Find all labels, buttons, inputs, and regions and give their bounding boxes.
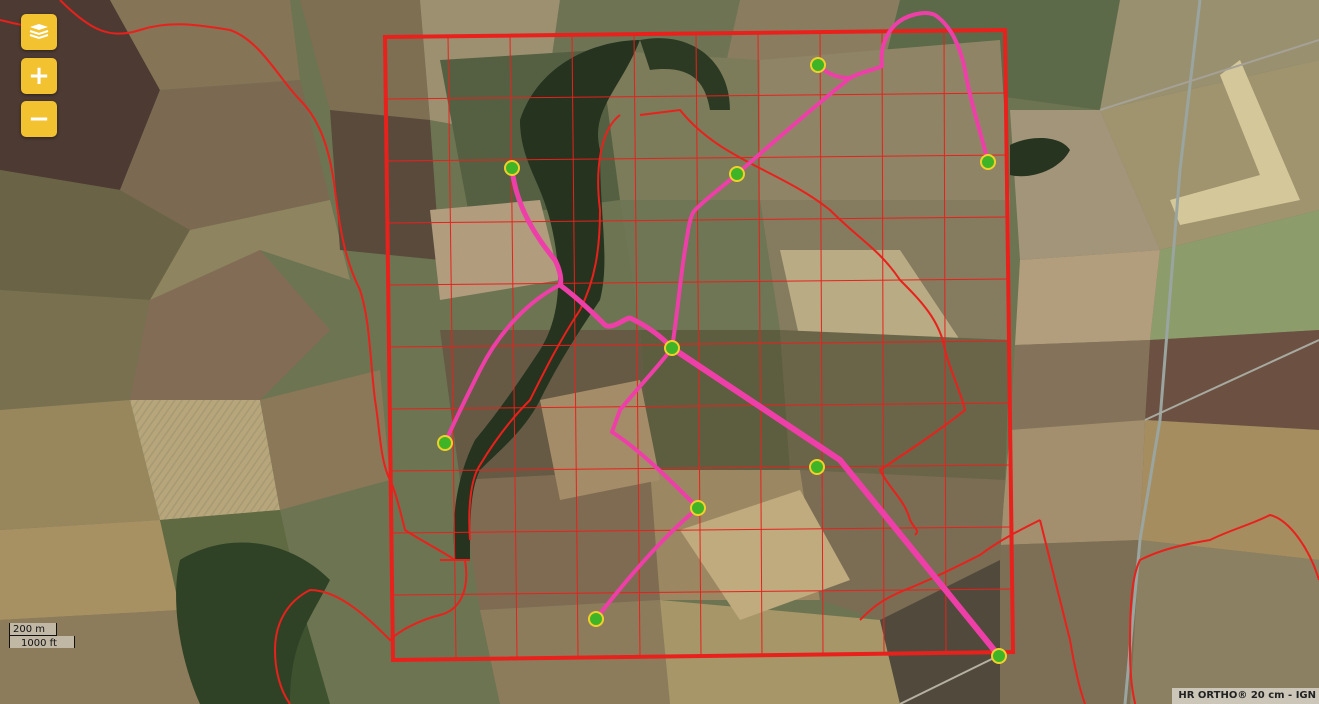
station-marker (991, 648, 1007, 664)
zoom-in-button[interactable]: + (21, 58, 57, 94)
forest-patches (176, 38, 1070, 704)
pipeline-network[interactable] (443, 11, 1002, 659)
station-marker (664, 340, 680, 356)
scale-bar-metric (9, 623, 57, 636)
layers-button[interactable] (21, 14, 57, 50)
scale-label-metric: 200 m (13, 624, 46, 635)
station-marker (437, 435, 453, 451)
station-marker (504, 160, 520, 176)
station-marker (729, 166, 745, 182)
scale-bar-imperial (9, 636, 75, 648)
study-grid (385, 29, 1013, 659)
roads (899, 0, 1319, 704)
station-marker (810, 57, 826, 73)
station-marker (980, 154, 996, 170)
study-area-outline (382, 27, 1016, 663)
station-marker (588, 611, 604, 627)
station-markers[interactable] (437, 57, 1007, 664)
layers-icon (29, 24, 49, 40)
scale-label-imperial: 1000 ft (21, 638, 57, 649)
plus-icon: + (28, 61, 50, 91)
zoom-out-button[interactable]: − (21, 101, 57, 137)
scale-bar: 200 m 1000 ft (9, 623, 79, 651)
attribution: HR ORTHO® 20 cm - IGN (1172, 688, 1319, 704)
station-marker (809, 459, 825, 475)
station-marker (690, 500, 706, 516)
minus-icon: − (28, 104, 50, 134)
